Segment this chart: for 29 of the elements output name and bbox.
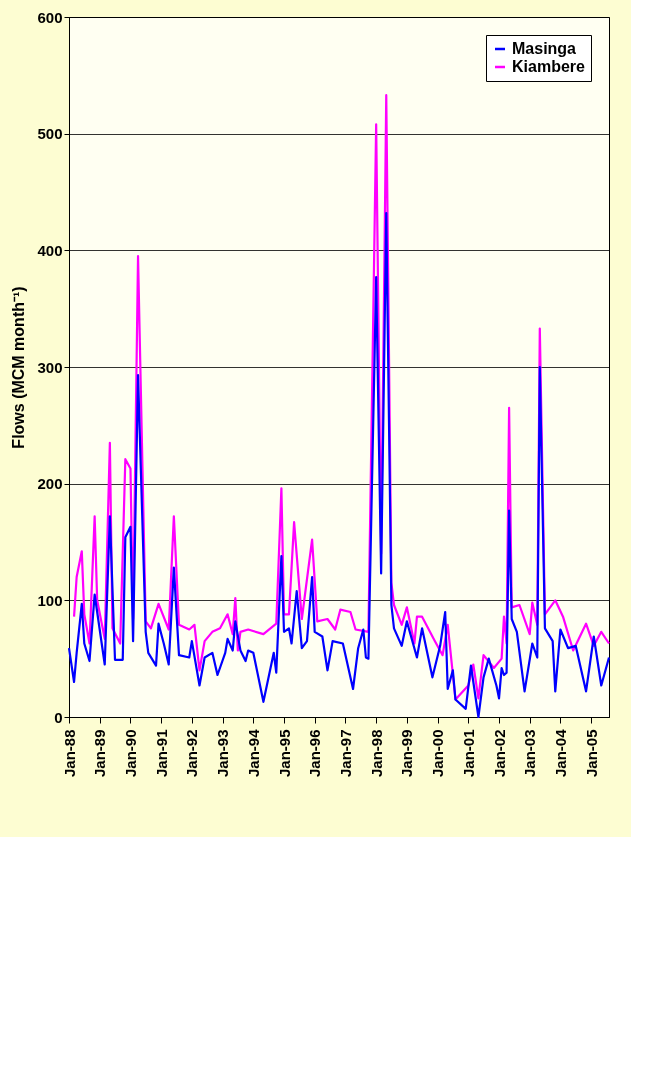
- x-tick-label: Jan-94: [244, 728, 262, 778]
- y-tick-label: 500: [37, 125, 63, 143]
- x-tick-label: Jan-91: [152, 729, 170, 778]
- x-tick-label: Jan-93: [214, 729, 232, 778]
- y-tick-label: 100: [37, 591, 63, 609]
- y-tick-label: 200: [37, 475, 63, 493]
- x-tick-label: Jan-03: [521, 729, 539, 778]
- x-tick-label: Jan-96: [306, 729, 324, 778]
- x-tick-label: Jan-89: [91, 729, 109, 778]
- x-tick-label: Jan-02: [490, 729, 508, 778]
- x-tick-label: Jan-88: [60, 729, 78, 778]
- y-tick-label: 0: [54, 708, 63, 726]
- x-tick-label: Jan-98: [367, 729, 385, 778]
- x-tick-label: Jan-05: [582, 729, 600, 778]
- legend-label: Masinga: [512, 40, 577, 57]
- line-series: [67, 211, 611, 719]
- y-tick-label: 300: [37, 358, 63, 376]
- x-tick-label: Jan-00: [429, 729, 447, 778]
- x-tick-label: Jan-97: [336, 729, 354, 778]
- x-tick-label: Jan-01: [459, 729, 477, 778]
- x-tick-label: Jan-99: [398, 729, 416, 778]
- x-tick-label: Jan-92: [183, 729, 201, 778]
- x-tick-label: Jan-90: [121, 729, 139, 778]
- x-tick-label: Jan-95: [275, 729, 293, 778]
- y-axis-title: Flows (MCM month⁻¹): [10, 286, 28, 449]
- y-tick-label: 400: [37, 241, 63, 259]
- legend-label: Kiambere: [512, 58, 586, 75]
- x-tick-label: Jan-04: [551, 728, 569, 778]
- y-tick-label: 600: [37, 8, 63, 26]
